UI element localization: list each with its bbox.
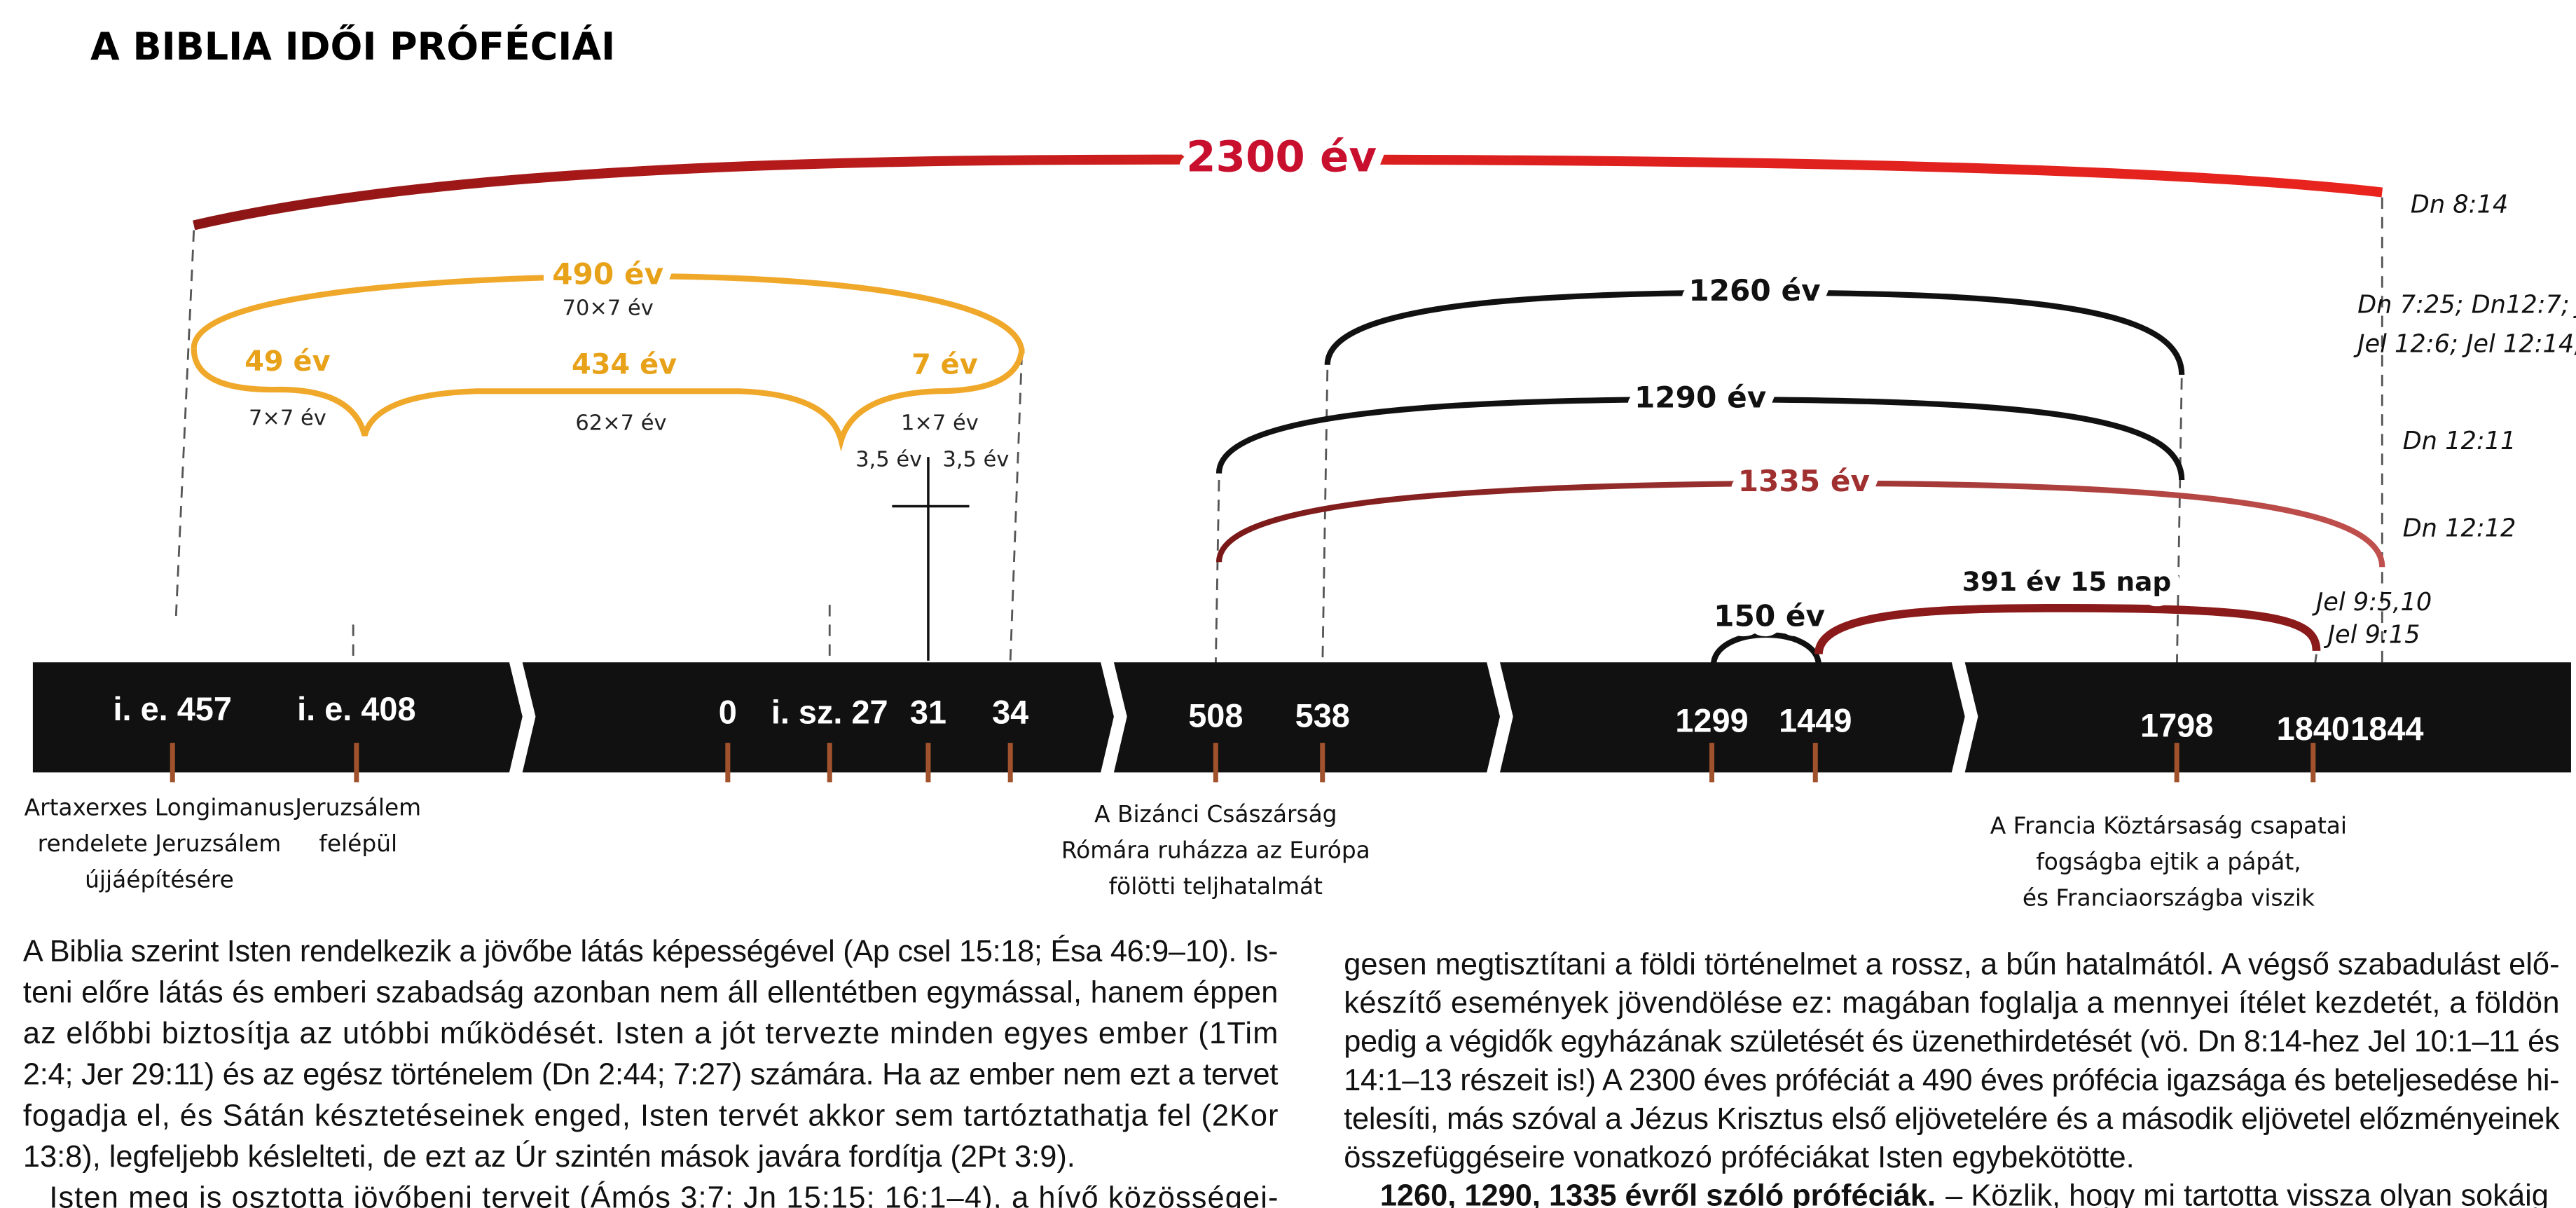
paragraph-line: Isten meg is osztotta jövőbeni terveit (… bbox=[49, 1181, 1278, 1208]
arc-half-label: 3,5 év bbox=[942, 447, 1009, 472]
reference: Dn 12:12 bbox=[2403, 514, 2516, 542]
arc-sublabel: 62×7 év bbox=[575, 411, 666, 436]
reference: Dn 8:14 bbox=[2411, 190, 2508, 219]
paragraph-line: telesíti, más szóval a Jézus Krisztus el… bbox=[1344, 1102, 2560, 1136]
section-heading: 1260, 1290, 1335 évről szóló próféciák. bbox=[1380, 1179, 1936, 1208]
arc-label: 150 év bbox=[1714, 598, 1825, 633]
paragraph-line: teni előre látás és emberi szabadság azo… bbox=[23, 975, 1279, 1009]
caption: Jeruzsálem bbox=[294, 794, 421, 821]
reference: Jel 9:5,10 bbox=[2312, 588, 2432, 617]
reference: Jel 9:15 bbox=[2324, 621, 2420, 650]
caption: rendelete Jeruzsálem bbox=[38, 830, 282, 857]
date-label: i. sz. 27 bbox=[771, 694, 888, 731]
arc-label: 2300 év bbox=[1186, 132, 1377, 181]
arc-sublabel: 1×7 év bbox=[901, 411, 979, 436]
arc-label: 1260 év bbox=[1688, 273, 1820, 308]
date-label: 31 bbox=[910, 694, 946, 731]
caption: Rómára ruházza az Európa bbox=[1061, 837, 1370, 863]
arc-sublabel: 70×7 év bbox=[563, 296, 654, 321]
arc-label: 49 év bbox=[244, 345, 330, 378]
caption: A Bizánci Császárság bbox=[1094, 801, 1337, 828]
timeline-band bbox=[32, 662, 2571, 773]
arc-sublabel: 7×7 év bbox=[249, 406, 326, 431]
reference: Dn 7:25; Dn12:7; Jel 11:2,3 bbox=[2357, 290, 2576, 319]
date-label: 508 bbox=[1188, 697, 1243, 734]
caption: újjáépítésére bbox=[85, 867, 234, 893]
caption: fogságba ejtik a pápát, bbox=[2036, 849, 2301, 875]
paragraph-line: gesen megtisztítani a földi történelmet … bbox=[1344, 948, 2559, 982]
date-label: 34 bbox=[992, 694, 1028, 731]
paragraph-line: készítő események jövendölése ez: magába… bbox=[1344, 987, 2559, 1020]
date-label: 1844 bbox=[2350, 711, 2423, 747]
reference: Jel 12:6; Jel 12:14; Jel 13:5 bbox=[2353, 330, 2576, 359]
caption: és Franciaországba viszik bbox=[2023, 884, 2315, 911]
date-label: i. e. 457 bbox=[113, 691, 232, 727]
date-label: 538 bbox=[1295, 697, 1350, 734]
arc-label: 434 év bbox=[572, 349, 677, 381]
paragraph-line: 1260, 1290, 1335 évről szóló próféciák. –… bbox=[1380, 1179, 2549, 1208]
date-label: 1449 bbox=[1779, 702, 1852, 739]
guides bbox=[174, 197, 2383, 678]
date-label: 0 bbox=[719, 694, 737, 731]
paragraph-line: 13:8), legfeljebb késlelteti, de ezt az … bbox=[23, 1140, 1075, 1174]
paragraph-line: az előbbi biztosítja az utóbbi működését… bbox=[23, 1017, 1279, 1050]
arc-label: 1290 év bbox=[1634, 380, 1766, 415]
arc-label: 490 év bbox=[552, 257, 663, 291]
arc-label: 7 év bbox=[911, 349, 978, 381]
paragraph-text: – Közlik, hogy mi tartotta vissza olyan … bbox=[1945, 1179, 2549, 1208]
caption: fölötti teljhatalmát bbox=[1109, 873, 1323, 900]
arcs bbox=[191, 154, 2385, 666]
reference: Dn 12:11 bbox=[2403, 427, 2516, 455]
paragraph-line: összefüggéseire vonatkozó próféciákat Is… bbox=[1344, 1141, 2134, 1174]
date-label: i. e. 408 bbox=[297, 691, 415, 727]
paragraph-line: 14:1–13 részeit is!) A 2300 éves próféci… bbox=[1344, 1064, 2559, 1097]
title: A BIBLIA IDŐI PRÓFÉCIÁI bbox=[90, 25, 615, 69]
date-label: 1840 bbox=[2277, 711, 2350, 747]
arc-label: 391 év 15 nap bbox=[1962, 566, 2171, 597]
date-label: 1798 bbox=[2140, 707, 2213, 743]
paragraph-line: fogadja el, és Sátán késztetéseinek enge… bbox=[23, 1099, 1279, 1132]
caption: felépül bbox=[319, 830, 397, 857]
arc-half-label: 3,5 év bbox=[855, 447, 922, 472]
paragraph-line: pedig a végidők egyházának születését és… bbox=[1344, 1025, 2559, 1059]
caption: A Francia Köztársaság csapatai bbox=[1990, 812, 2347, 839]
caption: Artaxerxes Longimanus bbox=[25, 794, 295, 821]
paragraph-line: 2:4; Jer 29:11) és az egész történelem (… bbox=[23, 1058, 1279, 1092]
arc-label: 1335 év bbox=[1738, 464, 1870, 498]
date-label: 1299 bbox=[1675, 702, 1748, 739]
paragraph-line: A Biblia szerint Isten rendelkezik a jöv… bbox=[23, 935, 1279, 968]
